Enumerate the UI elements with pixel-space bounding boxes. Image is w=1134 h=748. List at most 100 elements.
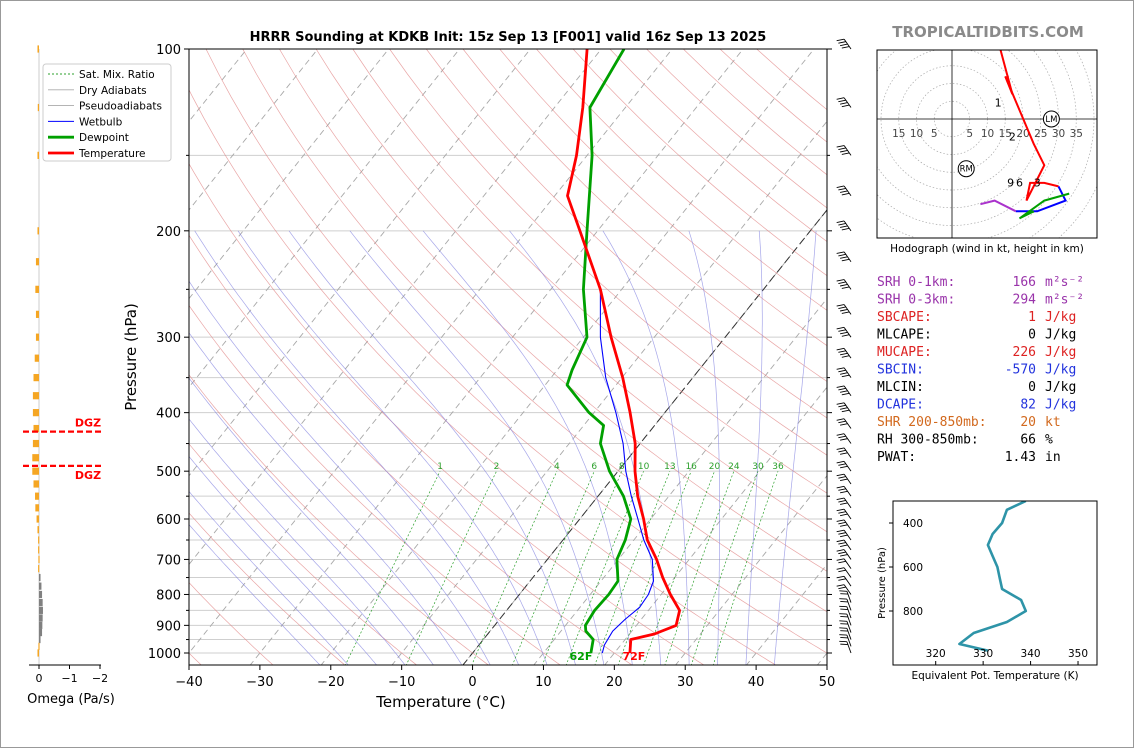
wind-barb-feather — [838, 435, 846, 439]
omega-bar — [38, 546, 40, 554]
parameter-label: PWAT: — [877, 450, 916, 465]
wind-barb-feather — [838, 476, 846, 479]
wind-barb-shaft — [843, 584, 852, 595]
wind-barb-shaft — [846, 613, 852, 626]
hodograph-height-label: 2 — [1009, 130, 1016, 143]
dry-adiabat — [189, 374, 490, 665]
x-tick-label: −20 — [317, 675, 344, 690]
omega-bar — [39, 598, 43, 607]
mixing-ratio-line — [617, 471, 692, 665]
moist-adiabat — [189, 280, 491, 665]
wind-barb — [836, 575, 852, 587]
x-axis-label: Temperature (°C) — [375, 693, 505, 711]
wind-barb-feather — [836, 567, 845, 570]
parameter-unit: J/kg — [1045, 310, 1076, 325]
omega-bar — [32, 467, 39, 475]
wind-barb-feather — [838, 542, 846, 545]
parameter-value: 0 — [1028, 328, 1036, 343]
omega-bar — [39, 621, 43, 629]
hodograph-trace — [980, 199, 1017, 213]
wind-barb-feather — [836, 367, 845, 370]
storm-motion-label: LM — [1045, 115, 1057, 125]
wind-barb-feather — [836, 418, 845, 421]
storm-motion-label: RM — [960, 165, 973, 175]
wind-barb-feather — [836, 584, 845, 587]
wind-barb-feather — [839, 613, 847, 615]
omega-bar — [35, 492, 39, 500]
mixing-ratio-label: 2 — [494, 462, 500, 472]
dry-adiabat — [189, 443, 418, 665]
mixing-ratio-label: 10 — [638, 462, 650, 472]
wind-barb-shaft — [846, 621, 852, 633]
wind-barb-feather — [840, 225, 848, 228]
parameter-unit: J/kg — [1045, 363, 1076, 378]
wind-barb-feather — [840, 623, 848, 625]
omega-bar — [32, 392, 39, 400]
wind-barb-feather — [840, 601, 848, 603]
moist-adiabat — [745, 230, 763, 665]
storm-motion-marker — [957, 160, 975, 178]
isotherm-gridline — [320, 49, 815, 665]
x-tick-label: −30 — [246, 675, 273, 690]
mixing-ratio-line — [712, 471, 779, 665]
wind-barb — [836, 567, 852, 578]
wind-barb-feather — [836, 539, 845, 543]
wind-barb — [839, 640, 852, 654]
surface-dewpoint-label: 62F — [570, 650, 593, 663]
omega-bar — [39, 582, 42, 590]
hodograph-trace — [1015, 185, 1067, 213]
mixing-ratio-label: 6 — [591, 462, 597, 472]
omega-bar — [34, 354, 39, 362]
wind-barb-shaft — [846, 628, 852, 640]
wind-barb — [839, 598, 852, 611]
wind-barb-feather — [841, 192, 850, 196]
wind-barb — [836, 473, 852, 485]
legend-entry: Temperature — [78, 148, 146, 160]
wind-barb-feather — [836, 145, 845, 148]
moist-adiabat — [773, 230, 817, 665]
wind-barb-feather — [840, 309, 848, 312]
hodograph-ring-label: 35 — [1070, 128, 1083, 140]
omega-bar — [37, 45, 39, 53]
wind-barb-feather — [840, 534, 848, 538]
wind-barb-feather — [840, 502, 848, 505]
omega-bar — [33, 374, 39, 382]
y-tick-label: 400 — [156, 407, 181, 422]
hodograph-height-label: 1 — [995, 97, 1002, 110]
wind-barb-feather — [840, 524, 848, 527]
parameter-unit: J/kg — [1045, 398, 1076, 413]
wind-barb-feather — [836, 326, 845, 330]
dry-adiabat — [426, 49, 827, 419]
x-tick-label: −40 — [175, 675, 202, 690]
omega-bar — [35, 310, 39, 318]
wind-barb — [836, 385, 852, 396]
wind-barb-feather — [841, 46, 850, 49]
wind-barb-feather — [838, 420, 846, 424]
theta-e-axis-label: Equivalent Pot. Temperature (K) — [911, 670, 1078, 682]
mixing-ratio-label: 36 — [772, 462, 784, 472]
wind-barbs — [836, 38, 852, 654]
legend-entry: Pseudoadiabats — [79, 101, 162, 113]
moist-adiabat — [189, 418, 406, 665]
wind-barb-feather — [839, 620, 847, 622]
dry-adiabat — [499, 49, 827, 347]
moist-adiabat — [189, 455, 378, 665]
wind-barb-feather — [838, 560, 846, 564]
chart-legend: Sat. Mix. Ratio Dry Adiabats Pseudoadiabat… — [42, 63, 172, 162]
y-tick-label: 500 — [156, 465, 181, 480]
omega-bar — [39, 628, 43, 637]
wind-barb-feather — [840, 102, 848, 105]
wind-barb-feather — [836, 473, 845, 477]
hodograph-trace — [1004, 76, 1059, 202]
wind-barb-feather — [840, 608, 848, 610]
wind-barb-feather — [839, 598, 847, 600]
y-tick-label: 100 — [156, 43, 181, 58]
hodograph-frame — [876, 49, 1098, 239]
wind-barb — [836, 549, 852, 560]
wind-barb — [836, 584, 852, 595]
wind-barb-feather — [838, 41, 846, 44]
y-tick-label: 700 — [156, 553, 181, 568]
